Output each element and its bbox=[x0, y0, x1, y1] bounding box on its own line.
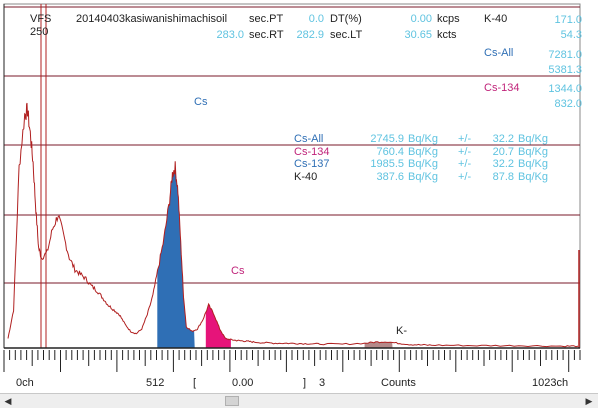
result-cs134-value: 760.4 bbox=[376, 146, 404, 158]
roi-k40-value-2: 54.3 bbox=[560, 29, 582, 41]
kcts-value: 30.65 bbox=[404, 29, 432, 41]
result-k40-name: K-40 bbox=[294, 171, 318, 183]
peak-label-k40: K- bbox=[396, 325, 407, 337]
result-cs-all-name: Cs-All bbox=[294, 133, 324, 145]
peak-cs137-fill bbox=[157, 169, 195, 348]
result-cs137-err-unit: Bq/Kg bbox=[518, 158, 548, 170]
result-cs137-unit: Bq/Kg bbox=[408, 158, 438, 170]
dt-value: 0.0 bbox=[308, 13, 324, 25]
kcts-label: kcts bbox=[437, 29, 457, 41]
cursor-count: 3 bbox=[319, 377, 326, 389]
vfs-label: VFS bbox=[30, 13, 52, 25]
counts-label: Counts bbox=[381, 377, 416, 389]
result-k40-err: 87.8 bbox=[492, 171, 514, 183]
lt-value: 282.9 bbox=[296, 29, 324, 41]
peak-k40-fill bbox=[364, 341, 393, 348]
result-cs134-err-unit: Bq/Kg bbox=[518, 146, 548, 158]
result-cs134-name: Cs-134 bbox=[294, 146, 330, 158]
scroll-right-arrow-icon[interactable]: ▶ bbox=[585, 396, 593, 406]
pt-label: sec.PT bbox=[249, 13, 284, 25]
scroll-left-arrow-icon[interactable]: ◀ bbox=[4, 396, 12, 406]
rt-label: sec.RT bbox=[249, 29, 284, 41]
result-cs-all-err: 32.2 bbox=[492, 133, 514, 145]
axis-end-label: 1023ch bbox=[532, 377, 569, 389]
result-cs134-pm: +/- bbox=[458, 146, 472, 158]
plot-frame bbox=[3, 3, 581, 349]
kcps-value: 0.00 bbox=[410, 13, 432, 25]
result-k40-err-unit: Bq/Kg bbox=[518, 171, 548, 183]
result-cs134-err: 20.7 bbox=[492, 146, 514, 158]
roi-cs-all-value-2: 5381.3 bbox=[548, 64, 582, 76]
result-cs137-value: 1985.5 bbox=[370, 158, 404, 170]
result-cs134-unit: Bq/Kg bbox=[408, 146, 438, 158]
axis-start-label: 0ch bbox=[16, 377, 34, 389]
result-cs137-err: 32.2 bbox=[492, 158, 514, 170]
vfs-value: 250 bbox=[30, 26, 49, 38]
scroll-thumb[interactable] bbox=[225, 396, 239, 406]
file-name: 20140403kasiwanishimachisoil bbox=[76, 13, 228, 25]
cursor-bracket-close: ] bbox=[303, 377, 307, 389]
result-k40-unit: Bq/Kg bbox=[408, 171, 438, 183]
result-cs137-pm: +/- bbox=[458, 158, 472, 170]
roi-k40-value-1: 171.0 bbox=[554, 14, 582, 26]
peak-label-cs137: Cs bbox=[194, 96, 208, 108]
dt-label: DT(%) bbox=[330, 13, 362, 25]
result-cs-all-err-unit: Bq/Kg bbox=[518, 133, 548, 145]
peak-label-cs134: Cs bbox=[231, 265, 245, 277]
roi-k40-name: K-40 bbox=[484, 13, 508, 25]
cursor-bracket-open: [ bbox=[193, 377, 197, 389]
axis-mid-label: 512 bbox=[146, 377, 165, 389]
x-axis-ticks bbox=[3, 350, 581, 372]
roi-cs134-value-2: 832.0 bbox=[554, 98, 582, 110]
kcps-label: kcps bbox=[437, 13, 460, 25]
horizontal-scrollbar[interactable]: ◀ ▶ bbox=[0, 393, 598, 408]
lt-label: sec.LT bbox=[330, 29, 363, 41]
roi-cs-all-value-1: 7281.0 bbox=[548, 49, 582, 61]
roi-cs134-value-1: 1344.0 bbox=[548, 83, 582, 95]
roi-cs134-name: Cs-134 bbox=[484, 82, 520, 94]
result-k40-value: 387.6 bbox=[376, 171, 404, 183]
spectrum-line bbox=[7, 102, 579, 348]
result-cs137-name: Cs-137 bbox=[294, 158, 330, 170]
result-cs-all-value: 2745.9 bbox=[370, 133, 404, 145]
result-cs-all-pm: +/- bbox=[458, 133, 472, 145]
result-k40-pm: +/- bbox=[458, 171, 472, 183]
result-cs-all-unit: Bq/Kg bbox=[408, 133, 438, 145]
cursor-value: 0.00 bbox=[232, 377, 254, 389]
roi-cs-all-name: Cs-All bbox=[484, 47, 514, 59]
rt-value: 283.0 bbox=[216, 29, 244, 41]
